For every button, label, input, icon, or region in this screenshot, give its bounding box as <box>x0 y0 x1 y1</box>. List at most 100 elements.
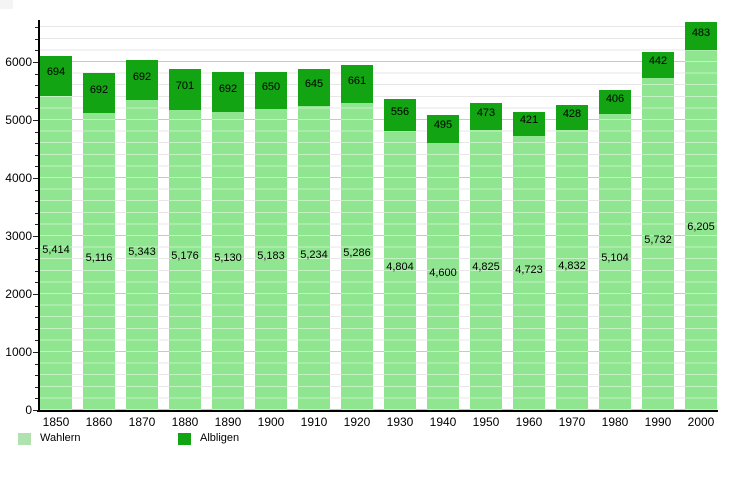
bar-segment-albligen-1970: 428 <box>556 104 588 130</box>
x-tick-label-1960: 1960 <box>515 415 543 429</box>
bar-segment-wahlern-1900: 5,183 <box>255 109 287 410</box>
y-minor-tick <box>35 364 38 365</box>
bar-segment-albligen-1900: 650 <box>255 71 287 110</box>
bar-segment-wahlern-1910: 5,234 <box>298 106 330 410</box>
bar-value-label: 5,116 <box>85 252 113 265</box>
y-minor-tick <box>35 340 38 341</box>
y-minor-tick <box>35 108 38 109</box>
bar-value-label: 5,343 <box>128 245 156 258</box>
y-tick-label-6000: 6000 <box>5 55 32 69</box>
bar-segment-wahlern-1870: 5,343 <box>126 100 158 410</box>
y-tick-label-3000: 3000 <box>5 229 32 243</box>
bar-value-label: 495 <box>433 119 453 132</box>
y-major-tick <box>33 294 38 295</box>
bar-segment-wahlern-1940: 4,600 <box>427 143 459 410</box>
y-minor-tick <box>35 85 38 86</box>
x-tick-label-2000: 2000 <box>687 415 715 429</box>
x-tick-label-1850: 1850 <box>42 415 70 429</box>
x-tick-label-1910: 1910 <box>300 415 328 429</box>
bar-segment-wahlern-1920: 5,286 <box>341 103 373 410</box>
x-tick-label-1920: 1920 <box>343 415 371 429</box>
y-major-tick <box>33 236 38 237</box>
y-minor-tick <box>35 143 38 144</box>
x-tick-label-1930: 1930 <box>386 415 414 429</box>
y-minor-tick <box>35 97 38 98</box>
bar-value-label: 5,732 <box>644 234 672 247</box>
y-axis-line <box>38 20 40 412</box>
bar-value-label: 5,183 <box>257 250 285 263</box>
bar-segment-wahlern-1880: 5,176 <box>169 109 201 410</box>
bar-segment-albligen-1960: 421 <box>513 111 545 137</box>
bar-value-label: 483 <box>691 26 711 39</box>
bar-segment-albligen-1850: 694 <box>40 55 72 96</box>
albligen-swatch <box>178 432 191 445</box>
legend-item-wahlern: Wahlern <box>18 432 81 445</box>
y-minor-tick <box>35 132 38 133</box>
bar-value-label: 5,414 <box>42 243 70 256</box>
bar-value-label: 5,286 <box>343 247 371 260</box>
y-tick-label-2000: 2000 <box>5 287 32 301</box>
legend-label-albligen: Albligen <box>200 432 240 444</box>
x-tick-label-1980: 1980 <box>601 415 629 429</box>
y-minor-tick <box>35 306 38 307</box>
bar-value-label: 694 <box>46 66 66 79</box>
bar-segment-albligen-2000: 483 <box>685 22 717 51</box>
y-minor-tick <box>35 166 38 167</box>
y-minor-tick <box>35 271 38 272</box>
x-tick-label-1990: 1990 <box>644 415 672 429</box>
y-minor-tick <box>35 259 38 260</box>
bar-segment-albligen-1880: 701 <box>169 69 201 110</box>
bar-value-label: 4,825 <box>472 260 500 273</box>
legend-label-wahlern: Wahlern <box>40 432 81 444</box>
bar-segment-albligen-1870: 692 <box>126 59 158 101</box>
bar-value-label: 650 <box>261 81 281 94</box>
y-major-tick <box>33 120 38 121</box>
bar-segment-wahlern-1930: 4,804 <box>384 131 416 410</box>
x-tick-label-1900: 1900 <box>257 415 285 429</box>
y-major-tick <box>33 410 38 411</box>
bar-value-label: 556 <box>390 105 410 118</box>
bar-segment-wahlern-2000: 6,205 <box>685 50 717 410</box>
bar-value-label: 692 <box>89 83 109 96</box>
bar-value-label: 4,804 <box>386 261 414 274</box>
bar-segment-albligen-1890: 692 <box>212 72 244 113</box>
bar-segment-albligen-1860: 692 <box>83 73 115 114</box>
y-minor-tick <box>35 248 38 249</box>
bar-value-label: 421 <box>519 114 539 127</box>
bar-segment-wahlern-1980: 5,104 <box>599 113 631 410</box>
bar-value-label: 6,205 <box>687 220 715 233</box>
y-minor-tick <box>35 282 38 283</box>
y-minor-tick <box>35 190 38 191</box>
y-minor-tick <box>35 201 38 202</box>
bar-value-label: 5,104 <box>601 252 629 265</box>
bar-value-label: 661 <box>347 74 367 87</box>
y-minor-tick <box>35 398 38 399</box>
bar-value-label: 442 <box>648 55 668 68</box>
y-tick-label-1000: 1000 <box>5 345 32 359</box>
bar-value-label: 692 <box>218 82 238 95</box>
y-minor-tick <box>35 39 38 40</box>
plot-area: 5,414 694 5,116 692 5,343 692 5,176 701 5,130 692… <box>38 20 717 410</box>
x-axis-line <box>37 410 718 412</box>
x-tick-label-1860: 1860 <box>85 415 113 429</box>
bar-value-label: 428 <box>562 107 582 120</box>
y-major-tick <box>33 352 38 353</box>
y-major-tick <box>33 178 38 179</box>
bar-segment-wahlern-1970: 4,832 <box>556 129 588 410</box>
bar-value-label: 4,723 <box>515 263 543 276</box>
x-tick-label-1940: 1940 <box>429 415 457 429</box>
bar-segment-albligen-1940: 495 <box>427 114 459 144</box>
y-minor-tick <box>35 387 38 388</box>
x-tick-label-1880: 1880 <box>171 415 199 429</box>
bar-value-label: 5,234 <box>300 248 328 261</box>
bar-value-label: 406 <box>605 92 625 105</box>
y-minor-tick <box>35 375 38 376</box>
bar-segment-albligen-1930: 556 <box>384 99 416 132</box>
bar-value-label: 5,130 <box>214 251 242 264</box>
x-tick-label-1870: 1870 <box>128 415 156 429</box>
bar-segment-wahlern-1860: 5,116 <box>83 113 115 410</box>
x-tick-label-1890: 1890 <box>214 415 242 429</box>
bar-segment-wahlern-1850: 5,414 <box>40 96 72 410</box>
bar-value-label: 645 <box>304 78 324 91</box>
